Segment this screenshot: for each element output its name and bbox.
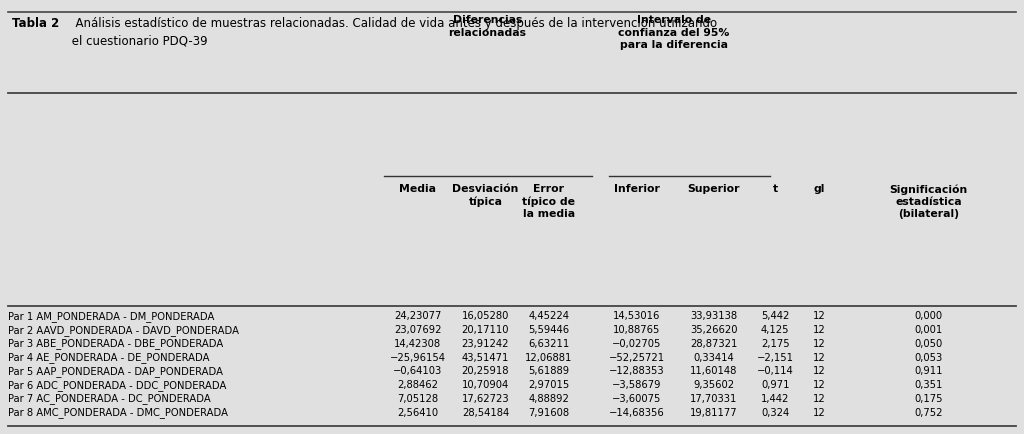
Text: 2,56410: 2,56410 <box>397 408 438 418</box>
Text: 4,45224: 4,45224 <box>528 311 569 321</box>
Text: 2,88462: 2,88462 <box>397 380 438 390</box>
Text: Superior: Superior <box>687 184 740 194</box>
Text: 0,175: 0,175 <box>914 394 943 404</box>
Text: 0,324: 0,324 <box>761 408 790 418</box>
Text: Par 5 AAP_PONDERADA - DAP_PONDERADA: Par 5 AAP_PONDERADA - DAP_PONDERADA <box>8 366 223 377</box>
Text: 12: 12 <box>813 394 825 404</box>
Text: −12,88353: −12,88353 <box>609 366 665 376</box>
Text: Par 8 AMC_PONDERADA - DMC_PONDERADA: Par 8 AMC_PONDERADA - DMC_PONDERADA <box>8 408 228 418</box>
Text: Par 4 AE_PONDERADA - DE_PONDERADA: Par 4 AE_PONDERADA - DE_PONDERADA <box>8 352 210 363</box>
Text: Diferencias
relacionadas: Diferencias relacionadas <box>449 15 526 38</box>
Text: 24,23077: 24,23077 <box>394 311 441 321</box>
Text: 4,125: 4,125 <box>761 325 790 335</box>
Text: 0,33414: 0,33414 <box>693 353 734 363</box>
Text: 0,971: 0,971 <box>761 380 790 390</box>
Text: −0,114: −0,114 <box>757 366 794 376</box>
Text: 1,442: 1,442 <box>761 394 790 404</box>
Text: −52,25721: −52,25721 <box>609 353 665 363</box>
Text: 12: 12 <box>813 353 825 363</box>
Text: −3,58679: −3,58679 <box>612 380 662 390</box>
Text: 12: 12 <box>813 380 825 390</box>
Text: 7,05128: 7,05128 <box>397 394 438 404</box>
Text: 9,35602: 9,35602 <box>693 380 734 390</box>
Text: Significación
estadística
(bilateral): Significación estadística (bilateral) <box>890 184 968 219</box>
Text: 12: 12 <box>813 325 825 335</box>
Text: 0,053: 0,053 <box>914 353 943 363</box>
Text: gl: gl <box>813 184 825 194</box>
Text: 7,91608: 7,91608 <box>528 408 569 418</box>
Text: Inferior: Inferior <box>614 184 659 194</box>
Text: −25,96154: −25,96154 <box>390 353 445 363</box>
Text: 0,050: 0,050 <box>914 339 943 349</box>
Text: 28,87321: 28,87321 <box>690 339 737 349</box>
Text: Media: Media <box>399 184 436 194</box>
Text: 14,53016: 14,53016 <box>613 311 660 321</box>
Text: 12: 12 <box>813 408 825 418</box>
Text: 14,42308: 14,42308 <box>394 339 441 349</box>
Text: −0,02705: −0,02705 <box>612 339 662 349</box>
Text: −14,68356: −14,68356 <box>609 408 665 418</box>
Text: 5,59446: 5,59446 <box>528 325 569 335</box>
Text: 0,000: 0,000 <box>914 311 943 321</box>
Text: 5,442: 5,442 <box>761 311 790 321</box>
Text: −3,60075: −3,60075 <box>612 394 662 404</box>
Text: Análisis estadístico de muestras relacionadas. Calidad de vida antes y después d: Análisis estadístico de muestras relacio… <box>68 17 717 47</box>
Text: Par 1 AM_PONDERADA - DM_PONDERADA: Par 1 AM_PONDERADA - DM_PONDERADA <box>8 311 215 322</box>
Text: 6,63211: 6,63211 <box>528 339 569 349</box>
Text: 0,351: 0,351 <box>914 380 943 390</box>
Text: Tabla 2: Tabla 2 <box>12 17 59 30</box>
Text: 17,70331: 17,70331 <box>690 394 737 404</box>
Text: 23,91242: 23,91242 <box>462 339 509 349</box>
Text: Par 7 AC_PONDERADA - DC_PONDERADA: Par 7 AC_PONDERADA - DC_PONDERADA <box>8 394 211 404</box>
Text: 16,05280: 16,05280 <box>462 311 509 321</box>
Text: 12: 12 <box>813 339 825 349</box>
Text: 0,911: 0,911 <box>914 366 943 376</box>
Text: 12: 12 <box>813 311 825 321</box>
Text: 43,51471: 43,51471 <box>462 353 509 363</box>
Text: 12,06881: 12,06881 <box>525 353 572 363</box>
Text: −0,64103: −0,64103 <box>393 366 442 376</box>
Text: 28,54184: 28,54184 <box>462 408 509 418</box>
Text: Par 3 ABE_PONDERADA - DBE_PONDERADA: Par 3 ABE_PONDERADA - DBE_PONDERADA <box>8 339 223 349</box>
Text: 11,60148: 11,60148 <box>690 366 737 376</box>
Text: 20,25918: 20,25918 <box>462 366 509 376</box>
Text: Intervalo de
confianza del 95%
para la diferencia: Intervalo de confianza del 95% para la d… <box>618 15 729 50</box>
Text: 10,88765: 10,88765 <box>613 325 660 335</box>
Text: Par 6 ADC_PONDERADA - DDC_PONDERADA: Par 6 ADC_PONDERADA - DDC_PONDERADA <box>8 380 226 391</box>
Text: 2,175: 2,175 <box>761 339 790 349</box>
Text: −2,151: −2,151 <box>757 353 794 363</box>
Text: Desviación
típica: Desviación típica <box>453 184 518 207</box>
Text: 0,752: 0,752 <box>914 408 943 418</box>
Text: Par 2 AAVD_PONDERADA - DAVD_PONDERADA: Par 2 AAVD_PONDERADA - DAVD_PONDERADA <box>8 325 240 335</box>
Text: 4,88892: 4,88892 <box>528 394 569 404</box>
Text: t: t <box>772 184 778 194</box>
Text: 0,001: 0,001 <box>914 325 943 335</box>
Text: 17,62723: 17,62723 <box>462 394 509 404</box>
Text: 12: 12 <box>813 366 825 376</box>
Text: 19,81177: 19,81177 <box>690 408 737 418</box>
Text: 23,07692: 23,07692 <box>394 325 441 335</box>
Text: 2,97015: 2,97015 <box>528 380 569 390</box>
Text: 35,26620: 35,26620 <box>690 325 737 335</box>
Text: Error
típico de
la media: Error típico de la media <box>522 184 575 219</box>
Text: 5,61889: 5,61889 <box>528 366 569 376</box>
Text: 33,93138: 33,93138 <box>690 311 737 321</box>
Text: 20,17110: 20,17110 <box>462 325 509 335</box>
Text: 10,70904: 10,70904 <box>462 380 509 390</box>
